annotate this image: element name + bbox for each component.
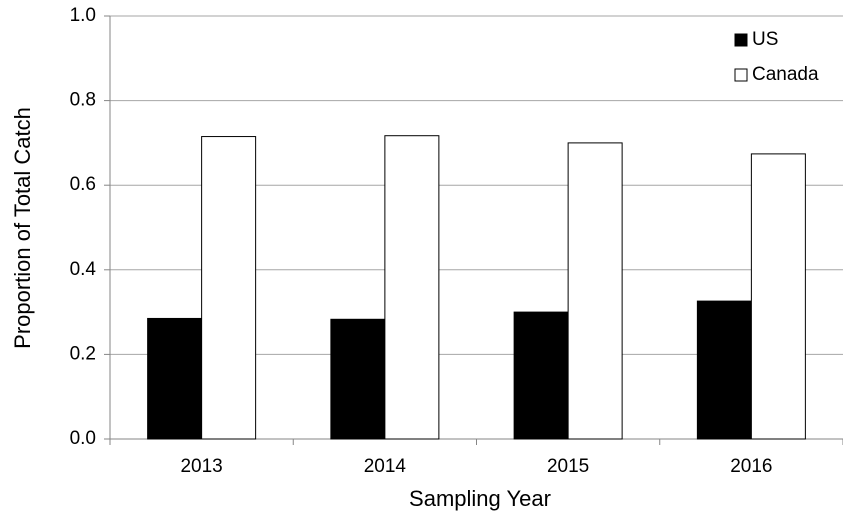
bar <box>330 318 386 440</box>
x-tick-label: 2015 <box>547 456 589 477</box>
legend-label: Canada <box>752 64 819 85</box>
y-axis-title: Proportion of Total Catch <box>10 107 35 349</box>
x-tick-label: 2013 <box>180 456 222 477</box>
y-tick-label: 1.0 <box>70 5 96 26</box>
y-tick-label: 0.0 <box>70 428 96 449</box>
legend-swatch <box>734 33 748 47</box>
x-axis-title: Sampling Year <box>409 486 551 511</box>
x-tick-label: 2014 <box>364 456 407 477</box>
bar <box>384 135 440 440</box>
legend-swatch <box>734 68 748 82</box>
x-tick-label: 2016 <box>730 456 772 477</box>
bar <box>567 142 623 440</box>
bar <box>201 136 257 440</box>
bar <box>513 311 569 440</box>
y-tick-label: 0.4 <box>70 259 97 280</box>
bar <box>750 153 806 440</box>
y-tick-label: 0.2 <box>70 343 96 364</box>
bar <box>147 317 203 440</box>
y-tick-label: 0.8 <box>70 90 96 111</box>
bar <box>696 300 752 440</box>
y-tick-label: 0.6 <box>70 174 96 195</box>
legend-label: US <box>752 29 778 50</box>
